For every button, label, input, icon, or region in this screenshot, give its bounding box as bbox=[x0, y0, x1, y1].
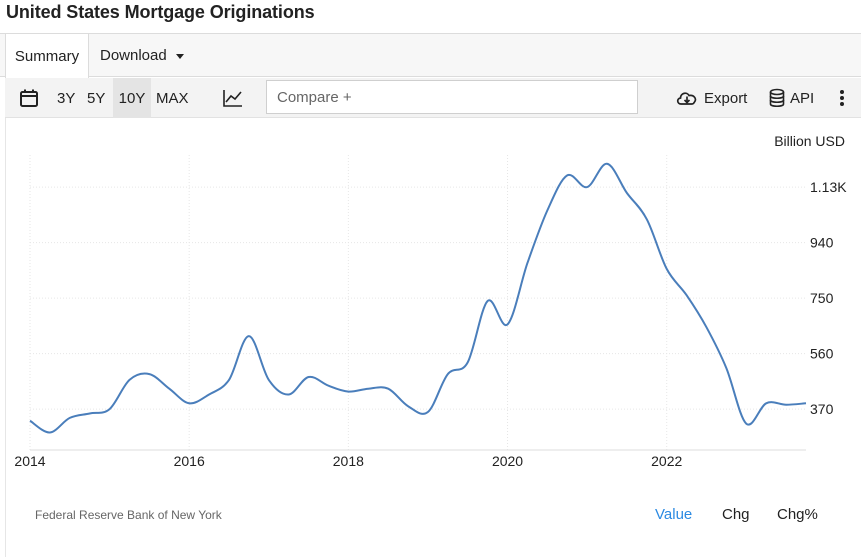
tab-download[interactable]: Download bbox=[100, 34, 184, 77]
database-icon bbox=[769, 88, 785, 108]
x-tick-label: 2018 bbox=[333, 453, 364, 469]
caret-down-icon bbox=[175, 53, 184, 59]
chart-area bbox=[5, 118, 861, 557]
y-tick-label: 750 bbox=[810, 290, 834, 306]
calendar-icon[interactable] bbox=[19, 78, 39, 118]
chart-toolbar: 3Y 5Y 10Y MAX Compare + Export API bbox=[5, 78, 861, 118]
x-tick-label: 2014 bbox=[14, 453, 45, 469]
y-tick-label: 370 bbox=[810, 401, 834, 417]
tab-summary[interactable]: Summary bbox=[5, 34, 89, 78]
line-chart-icon[interactable] bbox=[222, 78, 244, 118]
tab-download-label: Download bbox=[100, 47, 167, 64]
series-line bbox=[29, 162, 807, 434]
range-10y[interactable]: 10Y bbox=[113, 78, 151, 118]
unit-label: Billion USD bbox=[774, 133, 845, 149]
compare-input[interactable]: Compare + bbox=[266, 80, 638, 114]
export-button[interactable]: Export bbox=[675, 78, 747, 118]
x-tick-label: 2022 bbox=[651, 453, 682, 469]
mode-value-button[interactable]: Value bbox=[655, 506, 693, 523]
export-label: Export bbox=[704, 89, 748, 107]
tab-bar: Summary Download bbox=[0, 33, 861, 78]
mode-chg-button[interactable]: Chg bbox=[722, 506, 750, 523]
page-title: United States Mortgage Originations bbox=[6, 2, 315, 22]
x-tick-label: 2016 bbox=[174, 453, 205, 469]
y-tick-label: 940 bbox=[810, 235, 834, 251]
y-tick-label: 1.13K bbox=[810, 179, 847, 195]
source-label: Federal Reserve Bank of New York bbox=[35, 508, 222, 522]
api-button[interactable]: API bbox=[769, 78, 814, 118]
more-icon[interactable] bbox=[839, 78, 845, 118]
x-tick-label: 2020 bbox=[492, 453, 523, 469]
range-max[interactable]: MAX bbox=[156, 89, 189, 107]
range-5y[interactable]: 5Y bbox=[87, 89, 106, 107]
range-3y[interactable]: 3Y bbox=[57, 89, 76, 107]
api-label: API bbox=[790, 89, 815, 107]
mode-chg-percent-button[interactable]: Chg% bbox=[777, 506, 818, 523]
cloud-download-icon bbox=[676, 92, 697, 105]
y-tick-label: 560 bbox=[810, 346, 834, 362]
